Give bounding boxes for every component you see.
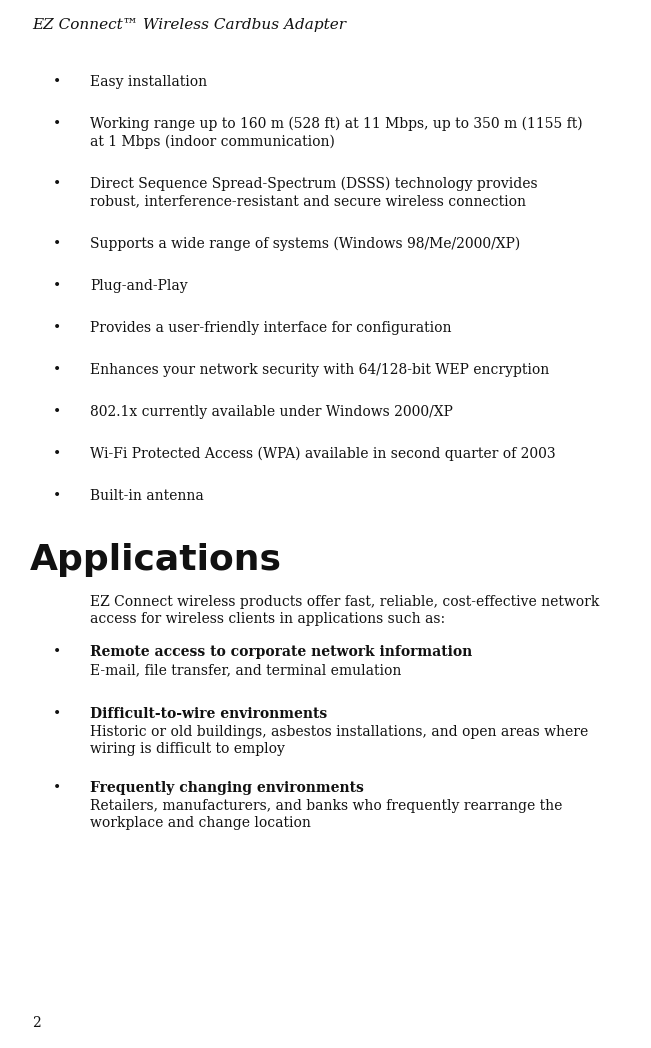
Text: Enhances your network security with 64/128-bit WEP encryption: Enhances your network security with 64/1… — [90, 363, 549, 377]
Text: •: • — [53, 363, 61, 377]
Text: Direct Sequence Spread-Spectrum (DSSS) technology provides
robust, interference-: Direct Sequence Spread-Spectrum (DSSS) t… — [90, 177, 538, 209]
Text: EZ Connect™ Wireless Cardbus Adapter: EZ Connect™ Wireless Cardbus Adapter — [32, 18, 346, 32]
Text: Built-in antenna: Built-in antenna — [90, 489, 204, 503]
Text: •: • — [53, 279, 61, 293]
Text: •: • — [53, 117, 61, 131]
Text: Frequently changing environments: Frequently changing environments — [90, 781, 364, 795]
Text: •: • — [53, 177, 61, 191]
Text: •: • — [53, 781, 61, 795]
Text: 802.1x currently available under Windows 2000/XP: 802.1x currently available under Windows… — [90, 405, 453, 419]
Text: Wi-Fi Protected Access (WPA) available in second quarter of 2003: Wi-Fi Protected Access (WPA) available i… — [90, 447, 555, 461]
Text: •: • — [53, 321, 61, 335]
Text: Provides a user-friendly interface for configuration: Provides a user-friendly interface for c… — [90, 321, 452, 335]
Text: •: • — [53, 237, 61, 252]
Text: Applications: Applications — [30, 543, 282, 577]
Text: •: • — [53, 405, 61, 419]
Text: •: • — [53, 489, 61, 503]
Text: •: • — [53, 645, 61, 659]
Text: Remote access to corporate network information: Remote access to corporate network infor… — [90, 645, 472, 659]
Text: Supports a wide range of systems (Windows 98/Me/2000/XP): Supports a wide range of systems (Window… — [90, 237, 520, 252]
Text: Easy installation: Easy installation — [90, 75, 207, 89]
Text: 2: 2 — [32, 1016, 41, 1030]
Text: Plug-and-Play: Plug-and-Play — [90, 279, 187, 293]
Text: Historic or old buildings, asbestos installations, and open areas where
wiring i: Historic or old buildings, asbestos inst… — [90, 725, 589, 757]
Text: E-mail, file transfer, and terminal emulation: E-mail, file transfer, and terminal emul… — [90, 663, 402, 677]
Text: Difficult-to-wire environments: Difficult-to-wire environments — [90, 707, 327, 721]
Text: EZ Connect wireless products offer fast, reliable, cost-effective network
access: EZ Connect wireless products offer fast,… — [90, 595, 600, 627]
Text: •: • — [53, 447, 61, 461]
Text: •: • — [53, 707, 61, 721]
Text: Retailers, manufacturers, and banks who frequently rearrange the
workplace and c: Retailers, manufacturers, and banks who … — [90, 799, 562, 830]
Text: •: • — [53, 75, 61, 89]
Text: Working range up to 160 m (528 ft) at 11 Mbps, up to 350 m (1155 ft)
at 1 Mbps (: Working range up to 160 m (528 ft) at 11… — [90, 117, 583, 149]
